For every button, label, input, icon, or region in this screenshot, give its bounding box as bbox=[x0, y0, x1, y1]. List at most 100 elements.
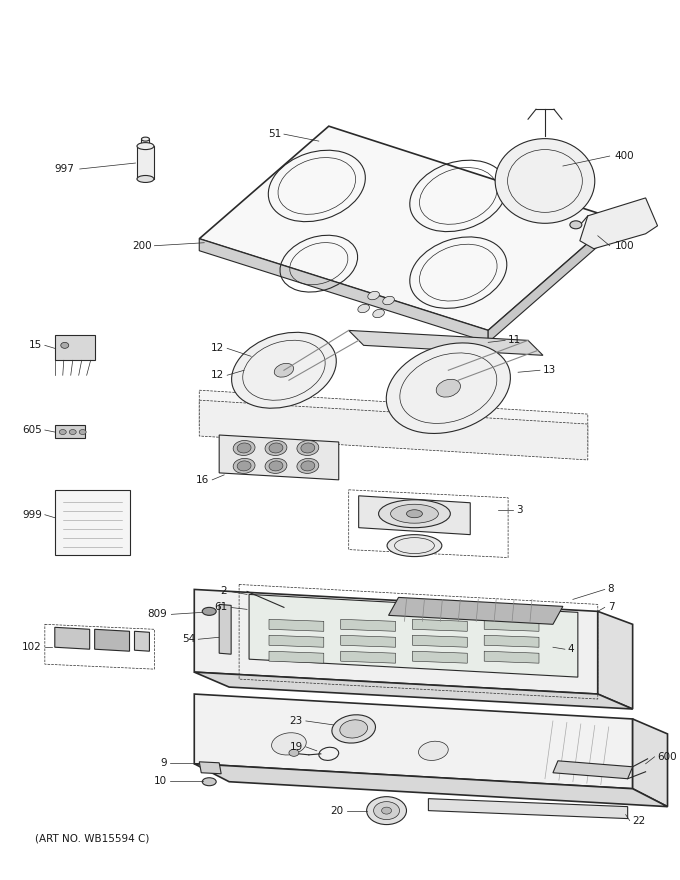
Polygon shape bbox=[341, 635, 396, 647]
Ellipse shape bbox=[301, 443, 315, 453]
Text: 400: 400 bbox=[615, 151, 634, 161]
Polygon shape bbox=[484, 620, 539, 631]
Polygon shape bbox=[194, 672, 632, 709]
Ellipse shape bbox=[358, 304, 369, 312]
Polygon shape bbox=[632, 719, 668, 807]
Ellipse shape bbox=[137, 143, 154, 150]
Ellipse shape bbox=[289, 750, 299, 756]
Ellipse shape bbox=[202, 778, 216, 786]
Polygon shape bbox=[269, 635, 324, 647]
Text: 15: 15 bbox=[29, 341, 42, 350]
Polygon shape bbox=[219, 435, 339, 480]
Polygon shape bbox=[249, 594, 578, 677]
Ellipse shape bbox=[297, 458, 319, 473]
Text: 20: 20 bbox=[330, 805, 343, 816]
Text: 2: 2 bbox=[220, 586, 227, 597]
Polygon shape bbox=[199, 390, 588, 450]
Text: 600: 600 bbox=[658, 752, 677, 762]
Ellipse shape bbox=[271, 733, 306, 755]
Ellipse shape bbox=[237, 443, 251, 453]
Ellipse shape bbox=[301, 461, 315, 471]
Text: 100: 100 bbox=[615, 241, 634, 251]
Polygon shape bbox=[199, 238, 488, 342]
Polygon shape bbox=[484, 635, 539, 647]
Text: 51: 51 bbox=[268, 129, 281, 139]
Ellipse shape bbox=[373, 802, 400, 819]
Ellipse shape bbox=[69, 429, 76, 435]
Polygon shape bbox=[199, 126, 615, 330]
Ellipse shape bbox=[407, 510, 422, 517]
Ellipse shape bbox=[386, 343, 511, 434]
Ellipse shape bbox=[59, 429, 66, 435]
Text: 11: 11 bbox=[508, 335, 522, 345]
Polygon shape bbox=[488, 219, 615, 342]
Ellipse shape bbox=[297, 441, 319, 456]
Polygon shape bbox=[194, 764, 668, 807]
Polygon shape bbox=[269, 651, 324, 664]
Ellipse shape bbox=[390, 504, 439, 524]
Text: 4: 4 bbox=[568, 644, 575, 654]
Text: 7: 7 bbox=[608, 603, 614, 612]
Text: 8: 8 bbox=[608, 584, 614, 595]
Polygon shape bbox=[341, 651, 396, 664]
Text: 102: 102 bbox=[22, 642, 42, 652]
Text: 999: 999 bbox=[22, 510, 42, 520]
Text: 61: 61 bbox=[214, 603, 227, 612]
Polygon shape bbox=[349, 330, 543, 356]
Polygon shape bbox=[413, 651, 467, 664]
Text: 54: 54 bbox=[182, 634, 195, 644]
Ellipse shape bbox=[383, 297, 394, 304]
Text: 10: 10 bbox=[154, 776, 167, 786]
Text: 3: 3 bbox=[516, 505, 523, 515]
Polygon shape bbox=[413, 635, 467, 647]
Text: 22: 22 bbox=[632, 816, 646, 825]
Text: (ART NO. WB15594 C): (ART NO. WB15594 C) bbox=[35, 833, 149, 844]
Polygon shape bbox=[219, 605, 231, 654]
Polygon shape bbox=[269, 620, 324, 631]
Text: 997: 997 bbox=[55, 164, 75, 174]
Polygon shape bbox=[413, 620, 467, 631]
Ellipse shape bbox=[202, 607, 216, 615]
Polygon shape bbox=[135, 631, 150, 651]
Ellipse shape bbox=[274, 363, 294, 378]
Text: 19: 19 bbox=[290, 742, 303, 752]
Polygon shape bbox=[484, 651, 539, 664]
Text: 23: 23 bbox=[290, 716, 303, 726]
Text: 809: 809 bbox=[148, 609, 167, 620]
Polygon shape bbox=[428, 799, 628, 818]
Polygon shape bbox=[194, 694, 632, 788]
Polygon shape bbox=[137, 146, 154, 179]
Ellipse shape bbox=[418, 741, 448, 760]
Text: 12: 12 bbox=[211, 370, 224, 380]
Ellipse shape bbox=[379, 500, 450, 528]
Ellipse shape bbox=[340, 720, 368, 738]
Ellipse shape bbox=[265, 441, 287, 456]
Ellipse shape bbox=[387, 535, 442, 556]
Text: 200: 200 bbox=[132, 241, 152, 251]
Polygon shape bbox=[341, 620, 396, 631]
Ellipse shape bbox=[381, 807, 392, 814]
Ellipse shape bbox=[61, 342, 69, 348]
Ellipse shape bbox=[237, 461, 251, 471]
Polygon shape bbox=[55, 335, 95, 360]
Ellipse shape bbox=[367, 796, 407, 825]
Polygon shape bbox=[95, 629, 129, 651]
Ellipse shape bbox=[436, 379, 460, 397]
Polygon shape bbox=[55, 627, 90, 649]
Polygon shape bbox=[580, 198, 658, 249]
Text: 13: 13 bbox=[543, 365, 556, 375]
Polygon shape bbox=[199, 400, 588, 460]
Ellipse shape bbox=[373, 309, 384, 318]
Ellipse shape bbox=[79, 429, 86, 435]
Ellipse shape bbox=[137, 175, 154, 182]
Polygon shape bbox=[388, 598, 563, 624]
Text: 12: 12 bbox=[211, 343, 224, 354]
Polygon shape bbox=[553, 761, 632, 779]
Polygon shape bbox=[55, 490, 129, 554]
Polygon shape bbox=[598, 612, 632, 709]
Ellipse shape bbox=[368, 291, 379, 300]
Text: 16: 16 bbox=[196, 475, 209, 485]
Polygon shape bbox=[358, 495, 471, 535]
Ellipse shape bbox=[495, 139, 595, 224]
Ellipse shape bbox=[233, 458, 255, 473]
